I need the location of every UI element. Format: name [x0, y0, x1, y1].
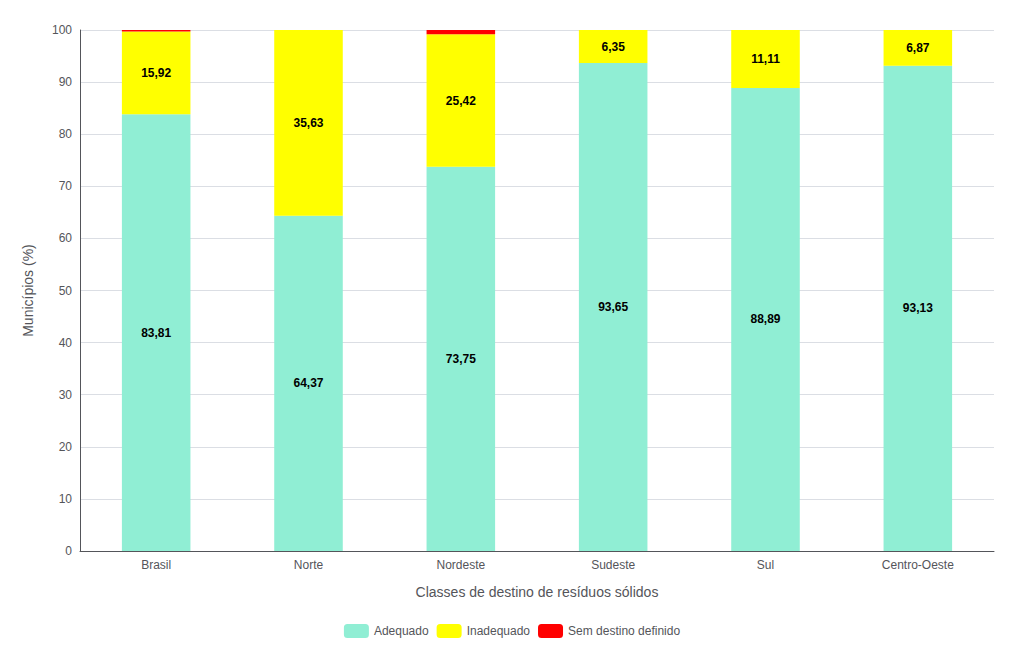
- svg-text:83,81: 83,81: [141, 326, 171, 340]
- svg-text:Adequado: Adequado: [374, 624, 429, 638]
- svg-text:Classes de destino de resíduos: Classes de destino de resíduos sólidos: [416, 584, 659, 600]
- svg-text:64,37: 64,37: [293, 376, 323, 390]
- svg-text:90: 90: [59, 75, 73, 89]
- svg-text:70: 70: [59, 179, 73, 193]
- svg-text:30: 30: [59, 388, 73, 402]
- svg-text:25,42: 25,42: [446, 94, 476, 108]
- svg-text:Brasil: Brasil: [141, 558, 171, 572]
- svg-text:80: 80: [59, 127, 73, 141]
- svg-text:Municípios (%): Municípios (%): [20, 244, 36, 337]
- svg-text:Centro-Oeste: Centro-Oeste: [882, 558, 954, 572]
- svg-text:73,75: 73,75: [446, 352, 476, 366]
- svg-text:Norte: Norte: [294, 558, 324, 572]
- svg-text:88,89: 88,89: [750, 312, 780, 326]
- svg-text:15,92: 15,92: [141, 66, 171, 80]
- svg-text:Nordeste: Nordeste: [436, 558, 485, 572]
- svg-text:35,63: 35,63: [293, 116, 323, 130]
- svg-text:93,65: 93,65: [598, 300, 628, 314]
- svg-text:40: 40: [59, 336, 73, 350]
- svg-text:11,11: 11,11: [751, 52, 780, 66]
- svg-text:6,87: 6,87: [906, 41, 930, 55]
- svg-text:10: 10: [59, 492, 73, 506]
- svg-text:60: 60: [59, 231, 73, 245]
- svg-text:20: 20: [59, 440, 73, 454]
- svg-text:Inadequado: Inadequado: [467, 624, 531, 638]
- svg-text:93,13: 93,13: [903, 301, 933, 315]
- svg-text:Sem destino definido: Sem destino definido: [568, 624, 680, 638]
- svg-text:Sudeste: Sudeste: [591, 558, 635, 572]
- svg-text:Sul: Sul: [757, 558, 774, 572]
- svg-text:0: 0: [65, 544, 72, 558]
- svg-text:50: 50: [59, 284, 73, 298]
- svg-text:100: 100: [52, 23, 72, 37]
- svg-text:6,35: 6,35: [601, 40, 625, 54]
